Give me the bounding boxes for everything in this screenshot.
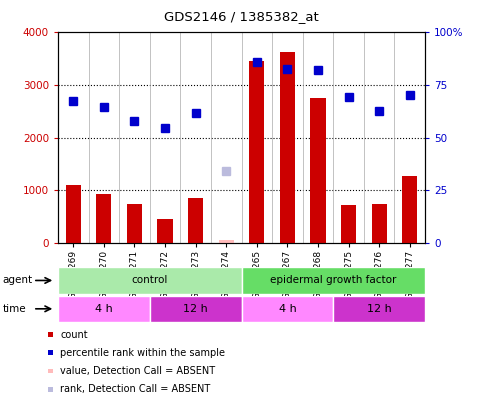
Bar (150, 296, 242, 322)
Bar (341, 205, 356, 243)
Text: 4 h: 4 h (279, 304, 296, 314)
Bar (66, 185, 81, 243)
Text: GDS2146 / 1385382_at: GDS2146 / 1385382_at (164, 10, 319, 23)
Bar (188, 198, 203, 243)
Bar (311, 98, 326, 243)
Bar (402, 176, 417, 243)
Bar (242, 296, 333, 322)
Bar (127, 203, 142, 243)
Text: value, Detection Call = ABSENT: value, Detection Call = ABSENT (60, 366, 215, 376)
Text: count: count (60, 330, 88, 339)
Text: control: control (131, 275, 168, 286)
Bar (333, 296, 425, 322)
Text: 12 h: 12 h (183, 304, 208, 314)
Text: 12 h: 12 h (367, 304, 392, 314)
Bar (219, 240, 234, 243)
Text: 4 h: 4 h (95, 304, 113, 314)
Text: epidermal growth factor: epidermal growth factor (270, 275, 397, 286)
Bar (249, 62, 265, 243)
Bar (242, 267, 425, 294)
Bar (157, 220, 173, 243)
Bar (58, 296, 150, 322)
Text: agent: agent (2, 275, 32, 285)
Bar (280, 52, 295, 243)
Bar (58, 267, 242, 294)
Text: time: time (2, 304, 26, 313)
Text: rank, Detection Call = ABSENT: rank, Detection Call = ABSENT (60, 384, 211, 394)
Bar (371, 203, 387, 243)
Bar (96, 194, 112, 243)
Text: percentile rank within the sample: percentile rank within the sample (60, 348, 226, 358)
